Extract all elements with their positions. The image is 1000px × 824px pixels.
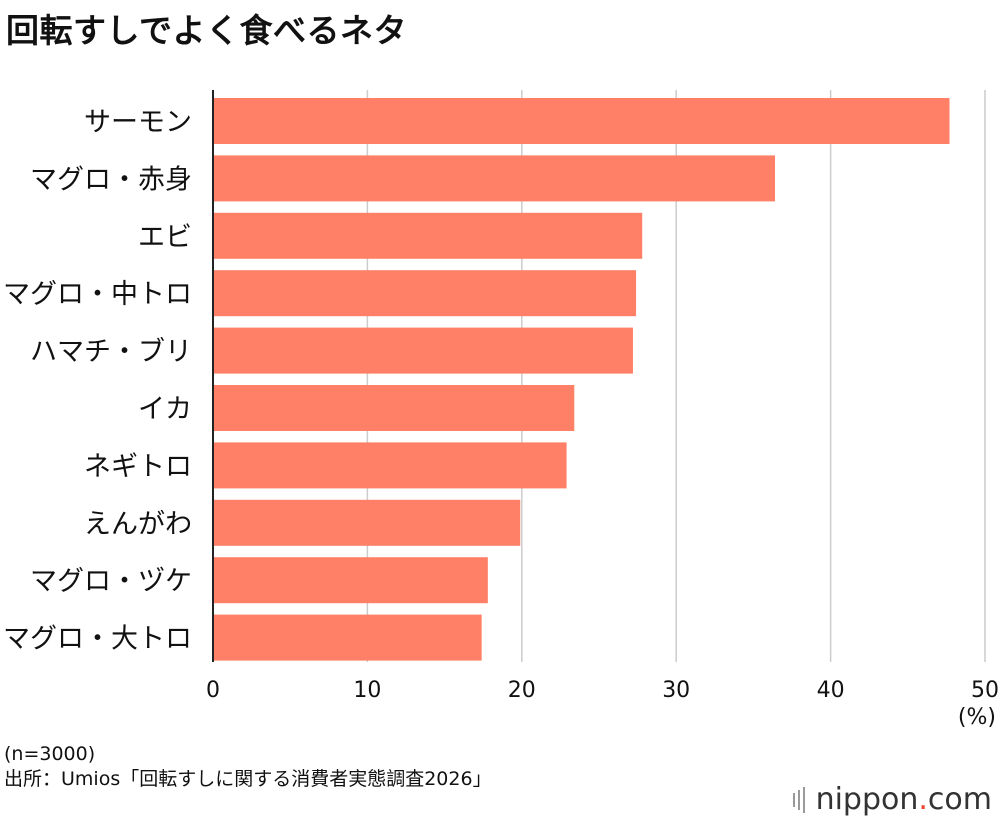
bar (213, 385, 575, 431)
category-label: マグロ・大トロ (3, 624, 192, 655)
category-label: ハマチ・ブリ (30, 337, 192, 368)
bar (213, 270, 637, 317)
x-tick-label: 30 (662, 678, 690, 703)
x-tick-label: 0 (206, 678, 220, 703)
x-tick-labels: 0 10 20 30 40 50 (206, 678, 999, 703)
x-tick-label: 40 (817, 678, 845, 703)
x-tick-label: 20 (508, 678, 536, 703)
bars (213, 98, 950, 661)
bar (213, 557, 488, 604)
logo-dot: . (918, 782, 928, 817)
sample-size: (n=3000) (4, 743, 96, 765)
category-label: マグロ・中トロ (3, 279, 192, 310)
category-label: サーモン (84, 107, 192, 138)
bar (213, 212, 643, 259)
source-note: 出所：Umios「回転すしに関する消費者実態調査2026」 (4, 768, 492, 790)
category-label: イカ (138, 394, 192, 425)
bar (213, 327, 633, 374)
logo-bars-icon (792, 786, 808, 813)
category-label: えんがわ (84, 509, 192, 540)
nippon-logo: nippon. com (792, 782, 992, 817)
category-label: マグロ・赤身 (30, 164, 192, 195)
bar (213, 614, 482, 661)
category-labels: サーモンマグロ・赤身エビマグロ・中トロハマチ・ブリイカネギトロえんがわマグロ・ヅ… (3, 107, 192, 655)
bar (213, 155, 776, 202)
category-label: エビ (138, 222, 192, 253)
bar (213, 98, 950, 144)
logo-name: nippon (815, 782, 919, 817)
logo-tld: com (927, 782, 992, 817)
footnote: (n=3000) 出所：Umios「回転すしに関する消費者実態調査2026」 (4, 742, 492, 792)
bar (213, 442, 567, 489)
x-tick-label: 10 (353, 678, 381, 703)
x-tick-label: 50 (971, 678, 999, 703)
x-axis-unit: (%) (958, 705, 996, 730)
bar (213, 499, 521, 546)
category-label: ネギトロ (84, 451, 192, 482)
chart-title: 回転すしでよく食べるネタ (6, 11, 408, 50)
category-label: マグロ・ヅケ (30, 566, 192, 597)
